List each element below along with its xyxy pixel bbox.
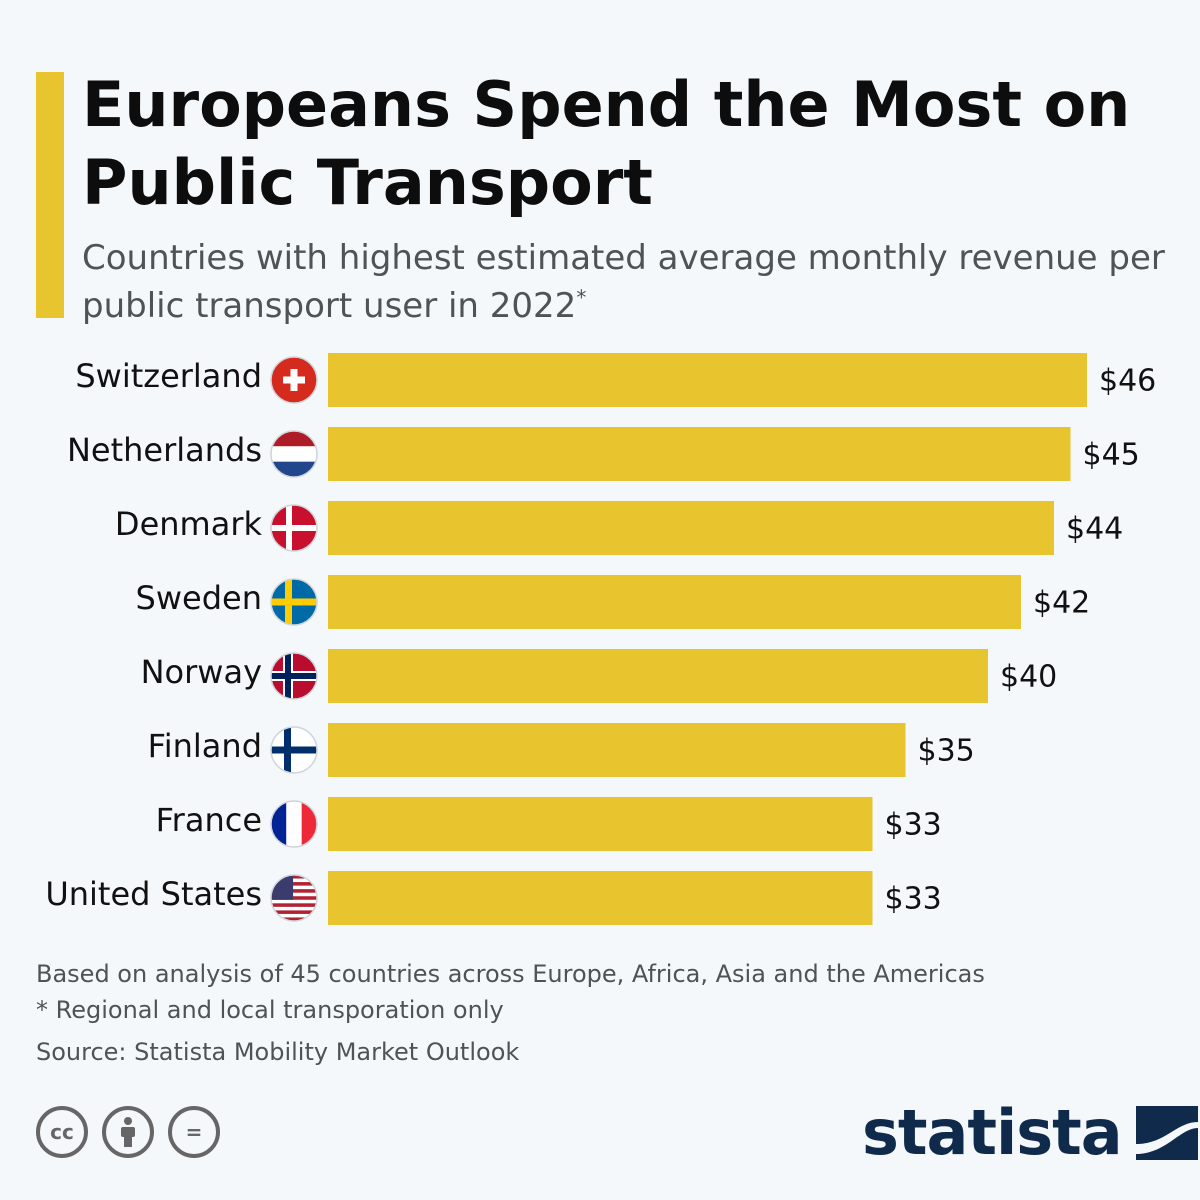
statista-wave-icon (1135, 1105, 1198, 1160)
norway-flag-icon (270, 652, 318, 700)
switzerland-flag-icon (270, 356, 318, 404)
value-label: $42 (1033, 586, 1090, 621)
cc-icon[interactable]: cc (36, 1106, 88, 1158)
category-label: Netherlands (67, 431, 262, 469)
denmark-flag-icon (270, 504, 318, 552)
bar-chart: Switzerland $46 Netherlands $45 Denmark $44 Sw… (45, 353, 1156, 925)
footnotes: Based on analysis of 45 countries across… (36, 956, 1176, 1070)
subtitle-marker: * (576, 285, 587, 310)
bar-norway (328, 649, 988, 703)
bar-united-states (328, 871, 873, 925)
category-label: Finland (148, 727, 262, 765)
netherlands-flag-icon (270, 430, 318, 478)
value-label: $33 (885, 882, 942, 917)
no-derivatives-icon[interactable]: = (168, 1106, 220, 1158)
bar-sweden (328, 575, 1021, 629)
person-icon (121, 1117, 135, 1147)
bar-denmark (328, 501, 1054, 555)
united-states-flag-icon (270, 874, 318, 922)
statista-logo[interactable]: statista (862, 1096, 1198, 1169)
license-icons: cc = (36, 1106, 220, 1158)
value-label: $33 (885, 808, 942, 843)
brand-name: statista (862, 1096, 1123, 1169)
category-label: France (156, 801, 262, 839)
bar-switzerland (328, 353, 1087, 407)
value-label: $40 (1000, 660, 1057, 695)
category-label: United States (45, 875, 262, 913)
value-label: $44 (1066, 512, 1123, 547)
source-note: Source: Statista Mobility Market Outlook (36, 1038, 520, 1066)
page-title: Europeans Spend the Most on Public Trans… (82, 68, 1131, 219)
value-label: $45 (1083, 438, 1140, 473)
category-label: Norway (141, 653, 262, 691)
france-flag-icon (270, 800, 318, 848)
footnote-analysis: Based on analysis of 45 countries across… (36, 960, 985, 988)
bar-france (328, 797, 873, 851)
sweden-flag-icon (270, 578, 318, 626)
finland-flag-icon (270, 726, 318, 774)
value-label: $35 (918, 734, 975, 769)
footnote-regional: * Regional and local transporation only (36, 996, 504, 1024)
value-label: $46 (1099, 364, 1156, 399)
attribution-icon[interactable] (102, 1106, 154, 1158)
subtitle: Countries with highest estimated average… (82, 234, 1182, 330)
bar-finland (328, 723, 906, 777)
category-label: Denmark (115, 505, 263, 543)
bar-netherlands (328, 427, 1071, 481)
subtitle-text: Countries with highest estimated average… (82, 238, 1165, 326)
category-label: Sweden (136, 579, 262, 617)
category-label: Switzerland (75, 357, 262, 395)
accent-bar (36, 72, 64, 318)
